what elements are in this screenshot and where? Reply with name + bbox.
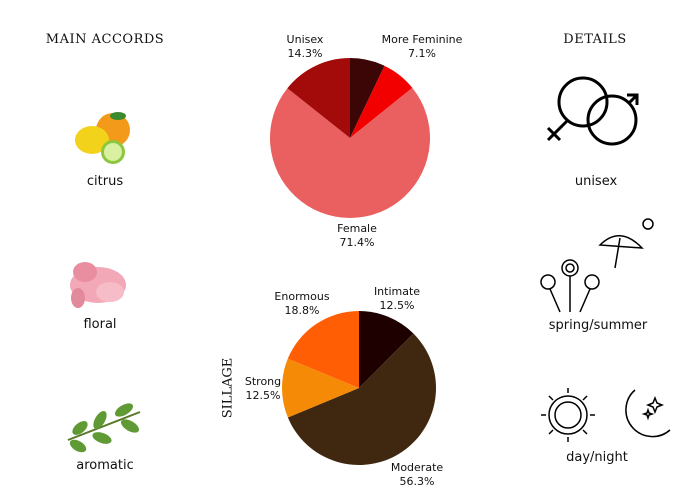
sillage-pie [282, 311, 436, 466]
pie-slice-strong [282, 358, 359, 418]
pie-label: Intimate 12.5% [374, 285, 420, 313]
pie-slice-unisex [287, 58, 350, 138]
pie-label: Moderate 56.3% [391, 461, 443, 489]
slice-name: Intimate [373, 285, 421, 298]
slice-value: 71.4% [339, 236, 375, 249]
slice-name: Female [337, 222, 377, 235]
carnation-flower-icon [70, 262, 126, 308]
slice-value: 7.1% [408, 47, 436, 60]
slice-value: 12.5% [245, 389, 281, 402]
slice-name: More Feminine [381, 33, 463, 46]
slice-name: Enormous [274, 290, 330, 303]
slice-value: 14.3% [287, 47, 323, 60]
pie-label: Strong 12.5% [245, 375, 281, 403]
pie-label: Unisex 14.3% [287, 33, 324, 61]
sillage-axis-title: SILLAGE [220, 357, 236, 419]
pie-slice-more-feminine [350, 65, 413, 138]
slice-value: 56.3% [399, 475, 435, 488]
detail-label-season: spring/summer [548, 318, 648, 333]
slice-name: Moderate [390, 461, 444, 474]
herb-sprig-icon [67, 403, 141, 453]
pie-slice-unlabeled [350, 58, 385, 138]
pie-slice-intimate [359, 311, 414, 388]
gender-symbols-icon [546, 76, 639, 146]
accord-label-aromatic: aromatic [76, 458, 134, 473]
accord-label-citrus: citrus [86, 174, 124, 189]
pie-label: Female 71.4% [337, 222, 377, 250]
main-accords-heading: MAIN ACCORDS [45, 32, 165, 47]
slice-value: 18.8% [284, 304, 320, 317]
slice-value: 12.5% [379, 299, 415, 312]
pie-label: Enormous 18.8% [274, 290, 329, 318]
detail-label-daytime: day/night [566, 450, 628, 465]
details-heading: DETAILS [563, 32, 627, 47]
pie-slice-enormous [287, 311, 359, 388]
accord-label-floral: floral [83, 317, 117, 332]
sun-moon-icon [541, 388, 671, 442]
slice-name: Strong [244, 375, 282, 388]
gender-pie [270, 58, 430, 218]
flowers-umbrella-sun-icon [540, 218, 654, 313]
citrus-fruits-icon [75, 112, 130, 164]
pie-slice-moderate [287, 333, 436, 466]
detail-label-unisex: unisex [574, 174, 618, 189]
pie-slice-female [270, 87, 430, 218]
pie-label: More Feminine 7.1% [382, 33, 463, 61]
slice-name: Unisex [286, 33, 324, 46]
